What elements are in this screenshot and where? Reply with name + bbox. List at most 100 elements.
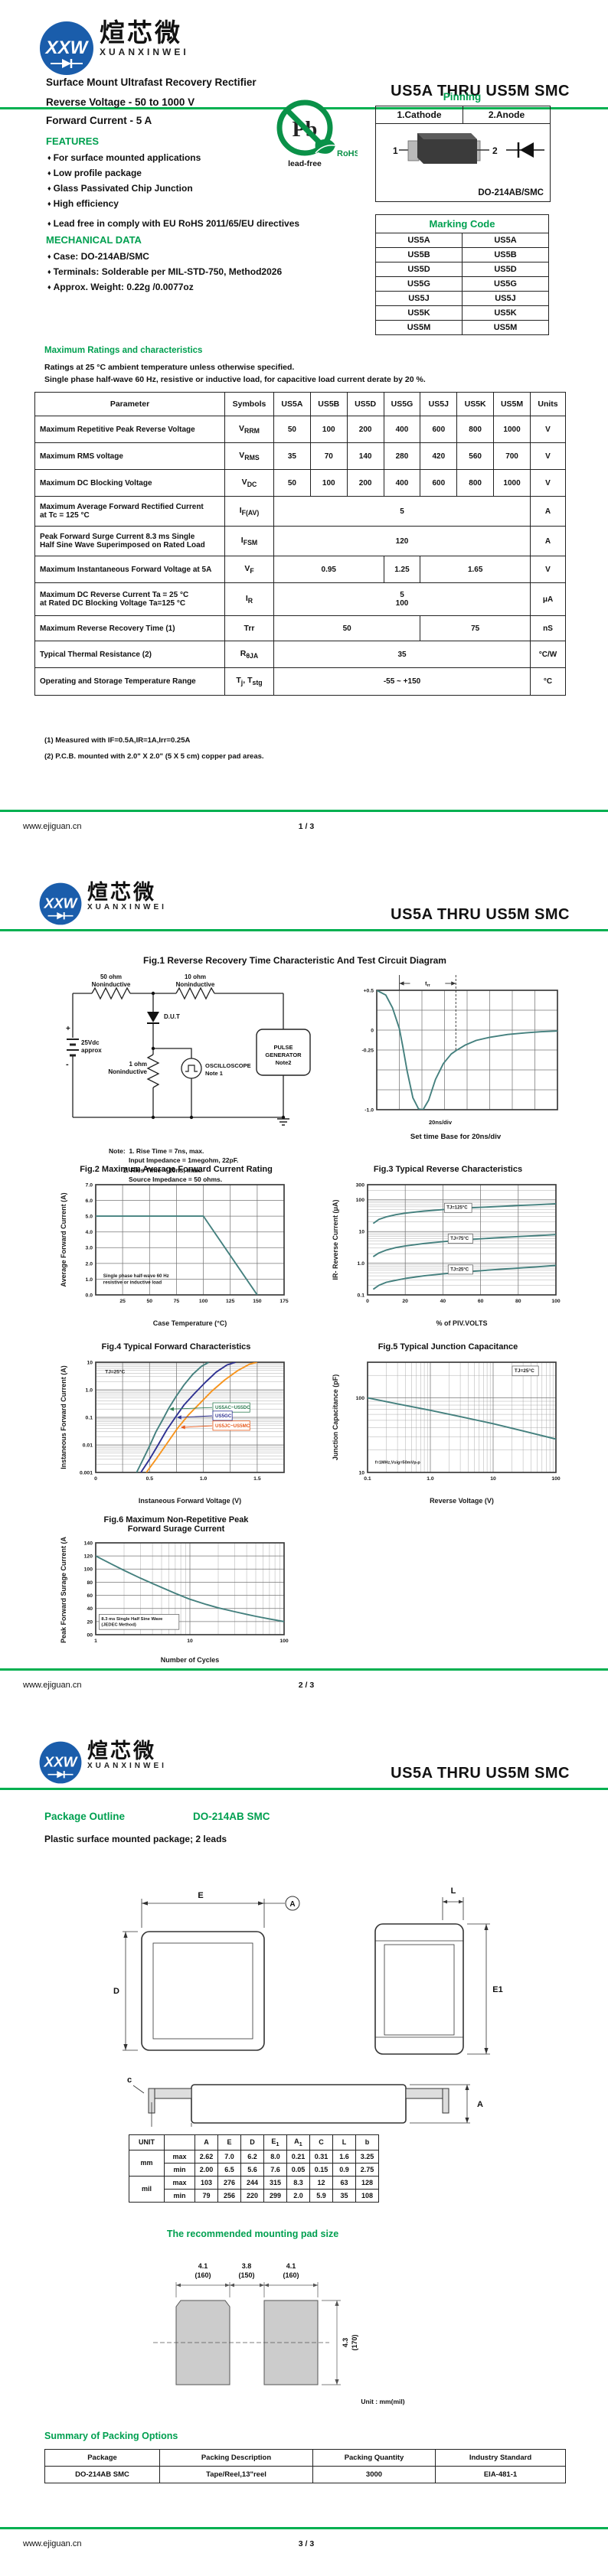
- symbol-cell: IF(AV): [224, 496, 274, 527]
- dim-value-cell: 2.0: [286, 2188, 310, 2203]
- value-cell: 1.65: [420, 556, 531, 584]
- value-cell: 200: [346, 415, 384, 444]
- column-header: US5G: [383, 392, 421, 416]
- doc-title: US5A THRU US5M SMC: [391, 906, 570, 923]
- svg-text:-1.0: -1.0: [364, 1107, 374, 1113]
- logo-chinese-name: 煊芯微: [87, 1740, 156, 1762]
- pin2-label: 2.Anode: [488, 109, 525, 120]
- svg-text:3.8: 3.8: [242, 2262, 252, 2270]
- svg-text:0.1: 0.1: [364, 1476, 371, 1482]
- dim-value-cell: 108: [355, 2188, 379, 2203]
- parameter-cell: Peak Forward Surge Current 8.3 ms Single…: [34, 526, 225, 557]
- header-rule: [0, 929, 608, 931]
- value-cell: 75: [420, 615, 531, 642]
- trr-waveform-chart: +0.5 0 -0.25 -1.0 trr: [362, 975, 558, 1113]
- svg-text:100: 100: [551, 1476, 561, 1482]
- logo-mark-icon: XXW: [40, 21, 93, 75]
- svg-text:0.1: 0.1: [358, 1293, 365, 1298]
- fig6-title: Fig.6 Maximum Non-Repetitive Peak Forwar…: [103, 1515, 249, 1534]
- svg-text:-0.25: -0.25: [362, 1048, 374, 1053]
- table-cell: EIA-481-1: [435, 2466, 566, 2483]
- table-row: Maximum Average Forward Rectified Curren…: [34, 496, 566, 527]
- svg-text:125: 125: [226, 1299, 235, 1304]
- column-header: US5B: [309, 392, 348, 416]
- table-row: Maximum DC Blocking Voltage VDC 50 100 200 40…: [34, 469, 566, 497]
- column-header: US5D: [346, 392, 384, 416]
- marking-code-table: Marking Code US5A US5A US5B US5B US5D US5D US5G…: [375, 214, 549, 335]
- unit-cell: μA: [530, 582, 566, 617]
- value-cell: 100: [309, 469, 348, 497]
- column-header: Industry Standard: [435, 2449, 566, 2467]
- fig2-title: Fig.2 Maximum Average Forward Current Ra…: [80, 1165, 273, 1174]
- column-header: US5K: [456, 392, 495, 416]
- dim-value-cell: 7.6: [263, 2162, 287, 2177]
- marking-table: Marking Code US5A US5A US5B US5B US5D US5D US5G…: [375, 214, 549, 335]
- value-cell: 120: [273, 526, 531, 557]
- svg-text:XXW: XXW: [44, 37, 90, 58]
- column-header: Symbols: [224, 392, 274, 416]
- table-cell: 3000: [312, 2466, 436, 2483]
- dim-letter: A: [194, 2134, 218, 2150]
- logo-chinese-name: 煊芯微: [87, 881, 156, 904]
- svg-text:0: 0: [366, 1299, 369, 1304]
- symbol-cell: VRMS: [224, 442, 274, 471]
- svg-text:(JEDEC Method): (JEDEC Method): [101, 1623, 136, 1628]
- table-row: DO-214AB SMC Tape/Reel,13"reel 3000 EIA-481…: [44, 2466, 566, 2483]
- marking-cell: US5J: [375, 291, 463, 306]
- list-item: ♦ Lead free in comply with EU RoHS 2011/6…: [47, 218, 300, 229]
- svg-text:50: 50: [147, 1299, 153, 1304]
- dim-value-cell: 128: [355, 2175, 379, 2190]
- footnote-2: (2) P.C.B. mounted with 2.0" X 2.0" (5 X…: [44, 752, 264, 761]
- value-cell: 50: [273, 469, 311, 497]
- value-cell: 700: [493, 442, 531, 471]
- fig4-chart: 0 0.5 1.0 1.5 0.001 0.01 0.1 1.0 10 Instaneous Fo…: [60, 1360, 285, 1505]
- svg-text:10: 10: [87, 1360, 93, 1365]
- value-cell: 420: [420, 442, 458, 471]
- mm-label: mm: [129, 2149, 165, 2177]
- ratings-title: Maximum Ratings and characteristics: [44, 346, 203, 355]
- table-row: Maximum RMS voltage VRMS 35 70 140 280 420 560 7…: [34, 442, 566, 471]
- svg-text:7.0: 7.0: [86, 1182, 93, 1188]
- value-cell: 5: [273, 496, 531, 527]
- datasheet-page-2: XXW 煊芯微 XUANXINWEI US5A THRU US5M SMC Fi…: [0, 859, 608, 1717]
- value-cell: 100: [309, 415, 348, 444]
- table-row: Typical Thermal Resistance (2) RθJA 35 °C/W: [34, 641, 566, 669]
- value-cell: 35: [273, 641, 531, 669]
- svg-text:25: 25: [119, 1299, 126, 1304]
- dim-letter: A1: [286, 2134, 310, 2150]
- svg-text:4.3: 4.3: [342, 2338, 349, 2348]
- svg-text:80: 80: [515, 1299, 521, 1304]
- svg-text:40: 40: [87, 1606, 93, 1612]
- marking-cell: US5A: [462, 233, 549, 248]
- symbol-cell: RθJA: [224, 641, 274, 669]
- marking-cell: US5G: [462, 276, 549, 292]
- battery-plus-label: +: [66, 1025, 70, 1033]
- package-outline-title: Package Outline: [44, 1811, 126, 1822]
- header-rule: [0, 1788, 608, 1790]
- svg-text:4.1: 4.1: [198, 2262, 208, 2270]
- svg-text:0.001: 0.001: [80, 1470, 93, 1475]
- bullet-icon: ♦: [47, 220, 51, 227]
- parameter-cell: Operating and Storage Temperature Range: [34, 667, 225, 696]
- lead-free-label: lead-free: [288, 159, 322, 168]
- svg-text:4.0: 4.0: [86, 1230, 93, 1235]
- dim-value-cell: 8.0: [263, 2149, 287, 2164]
- battery-label: 25Vdc approx: [81, 1039, 102, 1055]
- value-cell: 400: [383, 415, 421, 444]
- bullet-icon: ♦: [47, 200, 51, 207]
- marking-cell: US5M: [375, 320, 463, 335]
- svg-text:1: 1: [393, 145, 398, 156]
- list-item: ♦ Low profile package: [47, 168, 142, 178]
- bullet-icon: ♦: [47, 184, 51, 192]
- svg-text:0.0: 0.0: [86, 1293, 93, 1298]
- value-cell: 5 100: [273, 582, 531, 617]
- value-cell: 70: [309, 442, 348, 471]
- svg-text:80: 80: [87, 1580, 93, 1586]
- logo-mark-icon: XXW: [39, 1741, 82, 1784]
- footnotes: (1) Measured with IF=0.5A,IR=1A,Irr=0.25…: [44, 733, 264, 765]
- fig5-chart: 0.1 1.0 10 100 10 100 Reverse Voltage (V) Junct…: [332, 1361, 561, 1505]
- table-row: Operating and Storage Temperature Range T…: [34, 667, 566, 696]
- svg-text:TJ=75°C: TJ=75°C: [450, 1237, 469, 1241]
- value-cell: 280: [383, 442, 421, 471]
